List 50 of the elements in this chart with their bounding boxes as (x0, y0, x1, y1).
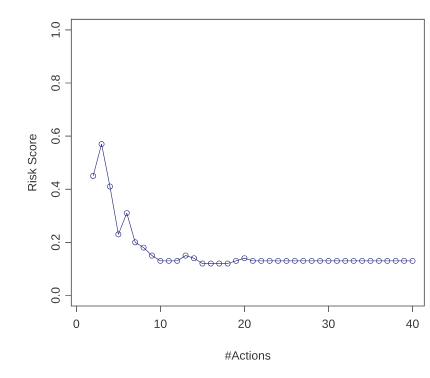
point (149, 252, 155, 258)
point (124, 210, 130, 216)
y-axis-title: Risk Score (28, 134, 36, 191)
point (266, 258, 273, 264)
point (98, 141, 104, 147)
point (233, 258, 239, 264)
point (200, 260, 206, 266)
x-axis-title: #Actions (224, 350, 270, 360)
x-tick-label: 10 (154, 320, 167, 328)
point (300, 258, 306, 264)
point (308, 258, 315, 264)
point (392, 258, 399, 264)
point (292, 258, 298, 264)
point (284, 258, 290, 264)
point (166, 258, 172, 264)
point (208, 260, 214, 266)
point (216, 260, 222, 266)
point (334, 258, 340, 264)
point (376, 258, 382, 264)
point (368, 258, 374, 264)
y-tick-label: 0.2 (51, 234, 60, 250)
y-tick-label: 1.0 (51, 22, 60, 38)
x-tick-label: 0 (73, 320, 80, 328)
point (258, 258, 264, 264)
y-tick-label: 0.6 (51, 128, 60, 144)
point (359, 258, 366, 264)
y-tick-label: 0.8 (51, 75, 60, 91)
x-tick-label: 30 (322, 320, 335, 328)
point (174, 258, 180, 264)
point (182, 252, 189, 258)
point (224, 260, 231, 266)
point (384, 258, 390, 264)
point (326, 258, 332, 264)
point (140, 244, 146, 250)
point (157, 258, 164, 264)
point (317, 258, 323, 264)
point (350, 258, 357, 264)
x-tick-label: 20 (238, 320, 251, 328)
point (342, 258, 348, 264)
point (275, 258, 281, 264)
point (242, 255, 248, 262)
y-tick-label: 0.4 (51, 181, 60, 198)
point (115, 231, 122, 238)
point (132, 239, 138, 246)
point (191, 255, 197, 262)
point (250, 258, 256, 264)
point (107, 184, 113, 190)
y-tick-label: 0.0 (51, 288, 60, 304)
point (401, 258, 408, 264)
x-tick-label: 40 (406, 320, 419, 328)
